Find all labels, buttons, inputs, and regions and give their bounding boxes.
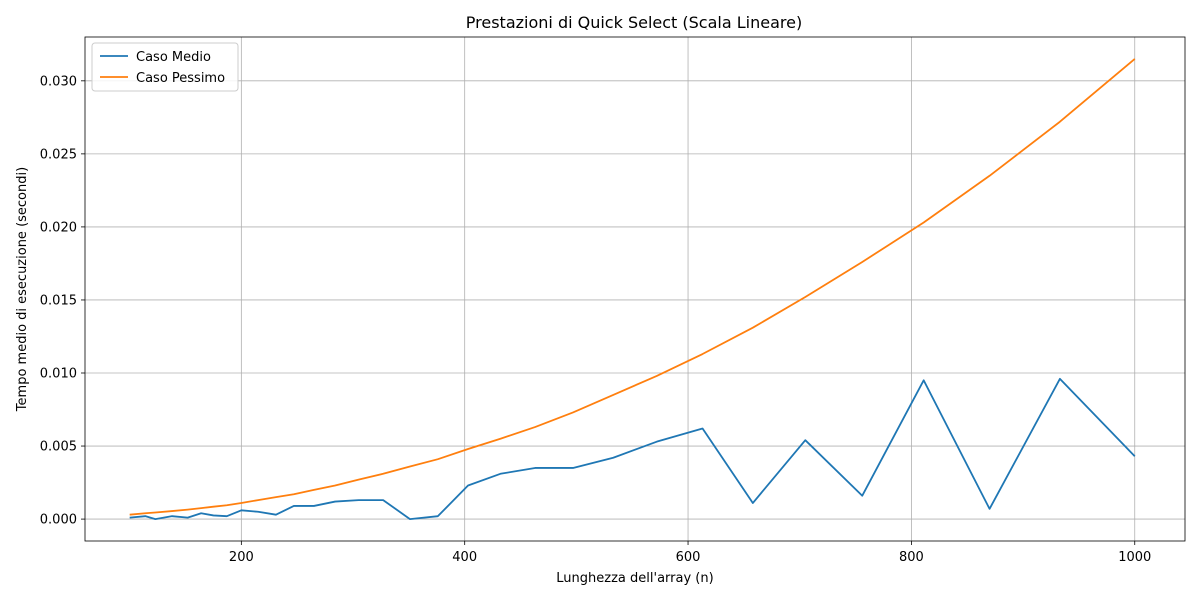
- series-line-1: [129, 58, 1136, 516]
- y-tick-label: 0.005: [40, 440, 77, 455]
- x-tick-label: 1000: [1118, 550, 1151, 565]
- x-tick-label: 600: [676, 550, 701, 565]
- legend-label: Caso Medio: [136, 50, 211, 65]
- y-tick-label: 0.025: [40, 147, 77, 162]
- x-tick-label: 400: [452, 550, 477, 565]
- series-layer: [129, 58, 1136, 520]
- x-tick-label: 200: [229, 550, 254, 565]
- y-axis: 0.000 0.005 0.010 0.015 0.020 0.025 0.030: [40, 74, 85, 528]
- x-axis: 200 400 600 800 1000: [229, 541, 1151, 565]
- series-line-0: [129, 377, 1136, 520]
- grid: [85, 37, 1185, 541]
- legend: Caso Medio Caso Pessimo: [91, 42, 239, 92]
- y-tick-label: 0.020: [40, 220, 77, 235]
- chart-title: Prestazioni di Quick Select (Scala Linea…: [466, 13, 802, 32]
- y-tick-label: 0.015: [40, 293, 77, 308]
- y-tick-label: 0.030: [40, 74, 77, 89]
- legend-label: Caso Pessimo: [136, 71, 225, 86]
- y-axis-label: Tempo medio di esecuzione (secondi): [15, 167, 30, 412]
- x-axis-label: Lunghezza dell'array (n): [556, 571, 713, 586]
- x-tick-label: 800: [899, 550, 924, 565]
- y-tick-label: 0.010: [40, 367, 77, 382]
- y-tick-label: 0.000: [40, 513, 77, 528]
- legend-box: [91, 42, 239, 92]
- plot-frame: [84, 36, 1186, 542]
